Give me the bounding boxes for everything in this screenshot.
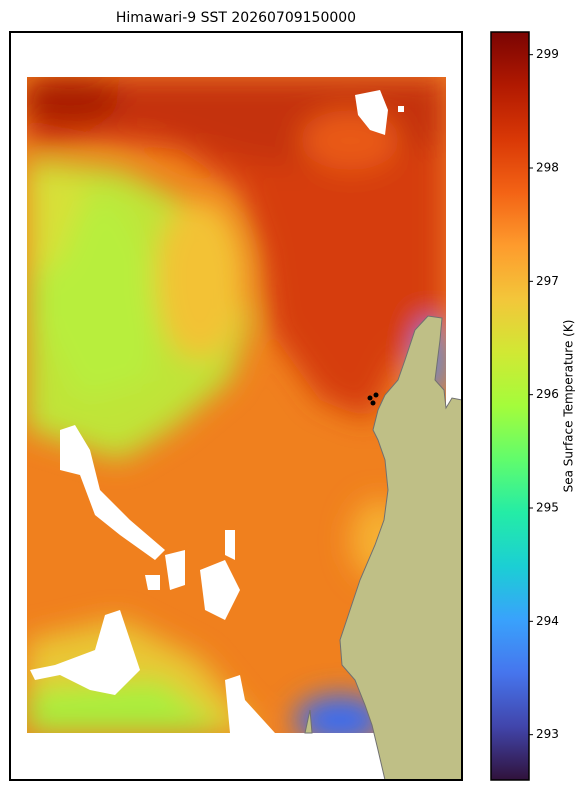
islands xyxy=(367,392,379,406)
colorbar-tick-label: 296 xyxy=(536,387,559,401)
colorbar-tick-label: 295 xyxy=(536,501,559,515)
colorbar: 293 294 295 296 297 298 299 xyxy=(490,31,559,781)
map-frame xyxy=(9,31,463,781)
colorbar-tick-label: 299 xyxy=(536,47,559,61)
colorbar-tick-label: 294 xyxy=(536,614,559,628)
colorbar-gradient xyxy=(491,32,529,780)
colorbar-tick-label: 297 xyxy=(536,274,559,288)
colorbar-tick-label: 293 xyxy=(536,727,559,741)
land xyxy=(339,315,462,780)
map-title: Himawari-9 SST 20260709150000 xyxy=(116,10,356,26)
land xyxy=(304,709,313,734)
colorbar-frame xyxy=(490,31,530,781)
colorbar-tick-label: 298 xyxy=(536,161,559,175)
colorbar-label: Sea Surface Temperature (K) xyxy=(562,320,576,493)
